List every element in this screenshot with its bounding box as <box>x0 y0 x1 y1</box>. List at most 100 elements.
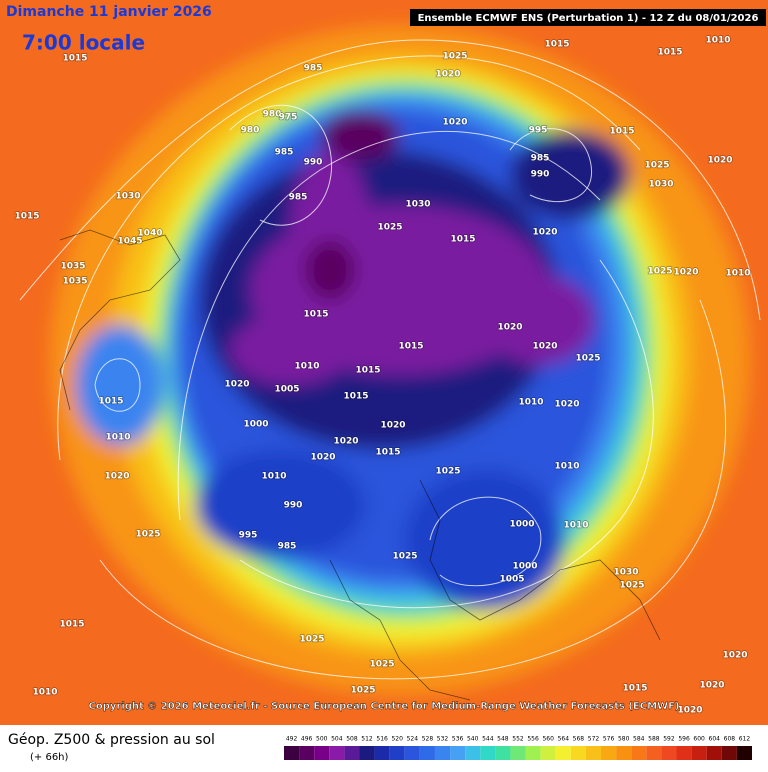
legend-swatch <box>419 746 435 760</box>
legend-label: 504 <box>331 736 343 743</box>
legend-label: 568 <box>573 736 585 743</box>
isobar-label: 1000 <box>243 420 268 430</box>
forecast-date: Dimanche 11 janvier 2026 <box>6 4 212 20</box>
legend-label: 516 <box>376 736 388 743</box>
isobar-label: 1020 <box>554 400 579 410</box>
legend-swatch <box>646 746 662 760</box>
isobar-label: 1020 <box>673 268 698 278</box>
isobar-label: 980 <box>263 110 282 120</box>
legend-swatch <box>691 746 707 760</box>
isobar-label: 1005 <box>499 575 524 585</box>
legend-label: 580 <box>618 736 630 743</box>
isobar-label: 985 <box>275 148 294 158</box>
isobar-label: 1015 <box>398 342 423 352</box>
legend-swatch <box>404 746 420 760</box>
isobar-label: 1025 <box>647 267 672 277</box>
isobar-label: 1025 <box>369 660 394 670</box>
isobar-label: 990 <box>531 170 550 180</box>
isobar-label: 1010 <box>294 362 319 372</box>
isobar-label: 1015 <box>622 684 647 694</box>
isobar-label: 1000 <box>509 520 534 530</box>
isobar-label: 1015 <box>343 392 368 402</box>
isobar-label: 1010 <box>105 433 130 443</box>
legend-swatch <box>570 746 586 760</box>
isobar-label: 985 <box>289 193 308 203</box>
geopotential-field <box>0 0 768 725</box>
isobar-label: 1015 <box>14 212 39 222</box>
footer-lead: (+ 66h) <box>30 752 69 763</box>
isobar-label: 1025 <box>299 635 324 645</box>
isobar-label: 985 <box>304 64 323 74</box>
isobar-label: 1015 <box>355 366 380 376</box>
legend-label: 548 <box>497 736 509 743</box>
legend-swatch <box>299 746 315 760</box>
isobar-label: 1020 <box>435 70 460 80</box>
isobar-label: 1020 <box>224 380 249 390</box>
isobar-label: 1025 <box>619 581 644 591</box>
legend-label: 492 <box>286 736 298 743</box>
legend-swatch <box>661 746 677 760</box>
isobar-label: 1020 <box>104 472 129 482</box>
legend-label: 576 <box>603 736 615 743</box>
isobar-label: 1020 <box>442 118 467 128</box>
legend-label: 588 <box>648 736 660 743</box>
isobar-label: 1015 <box>62 54 87 64</box>
legend-swatch <box>555 746 571 760</box>
isobar-label: 995 <box>529 126 548 136</box>
legend-label: 572 <box>588 736 600 743</box>
isobar-label: 1020 <box>677 706 702 716</box>
legend-label: 596 <box>678 736 690 743</box>
isobar-label: 1010 <box>563 521 588 531</box>
isobar-label: 1000 <box>512 562 537 572</box>
isobar-label: 1010 <box>705 36 730 46</box>
legend-swatch <box>314 746 330 760</box>
legend-label: 564 <box>558 736 570 743</box>
legend-label: 604 <box>709 736 721 743</box>
isobar-label: 1020 <box>699 681 724 691</box>
isobar-label: 1015 <box>59 620 84 630</box>
isobar-label: 1020 <box>310 453 335 463</box>
isobar-label: 1010 <box>518 398 543 408</box>
isobar-label: 1005 <box>274 385 299 395</box>
legend-label: 560 <box>542 736 554 743</box>
legend-swatch <box>616 746 632 760</box>
isobar-label: 1040 <box>137 229 162 239</box>
isobar-label: 995 <box>239 531 258 541</box>
isobar-label: 1025 <box>575 354 600 364</box>
isobar-label: 1030 <box>115 192 140 202</box>
legend-label: 584 <box>633 736 645 743</box>
legend-swatch <box>434 746 451 760</box>
isobar-label: 1025 <box>442 52 467 62</box>
legend-label: 524 <box>407 736 419 743</box>
model-info: Ensemble ECMWF ENS (Perturbation 1) - 12… <box>418 13 759 24</box>
isobar-label: 1025 <box>435 467 460 477</box>
legend-label: 528 <box>422 736 434 743</box>
isobar-label: 1035 <box>60 262 85 272</box>
legend-swatch <box>601 746 617 760</box>
isobar-label: 1010 <box>554 462 579 472</box>
legend-label: 600 <box>693 736 705 743</box>
isobar-label: 980 <box>241 126 260 136</box>
model-banner <box>410 9 766 26</box>
legend-label: 512 <box>361 736 373 743</box>
isobar-label: 1020 <box>333 437 358 447</box>
legend-swatch <box>510 746 526 760</box>
legend-swatch <box>344 746 360 760</box>
legend-swatch <box>676 746 692 760</box>
legend-label: 592 <box>663 736 675 743</box>
legend-label: 544 <box>482 736 494 743</box>
isobar-label: 1010 <box>725 269 750 279</box>
legend-swatch <box>540 746 556 760</box>
isobar-label: 1020 <box>532 228 557 238</box>
isobar-label: 1030 <box>613 568 638 578</box>
copyright: Copyright © 2026 Meteociel.fr - Source E… <box>89 701 680 712</box>
isobar-label: 1020 <box>722 651 747 661</box>
isobar-label: 1020 <box>707 156 732 166</box>
color-legend: 492 496 500 504 508 512 516 520 524 528 532 536 540 5… <box>284 736 752 760</box>
legend-label: 508 <box>346 736 358 743</box>
legend-swatch <box>465 746 481 760</box>
isobar-label: 1030 <box>648 180 673 190</box>
isobar-label: 1015 <box>450 235 475 245</box>
isobar-label: 1010 <box>261 472 286 482</box>
